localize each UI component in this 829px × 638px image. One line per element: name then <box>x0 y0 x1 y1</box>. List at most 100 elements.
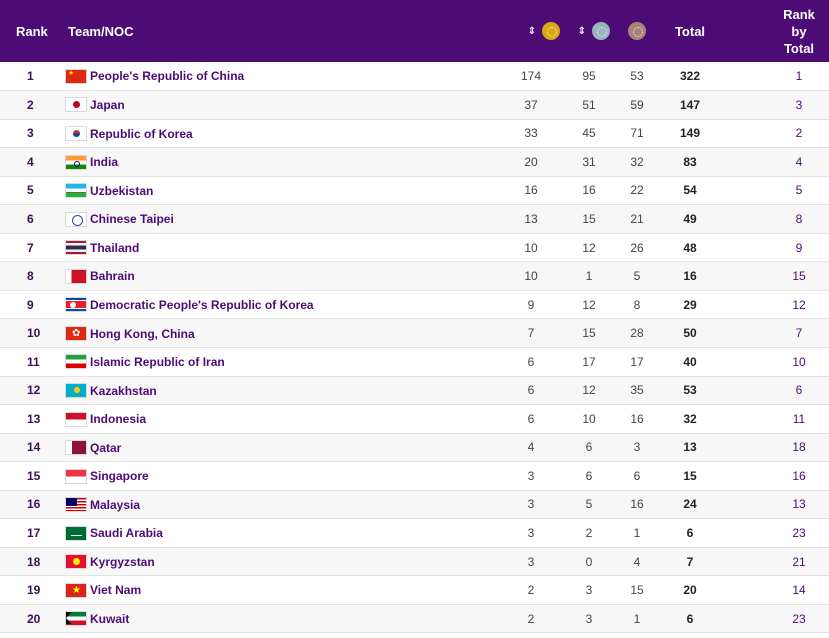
table-row[interactable]: 19 ★ Viet Nam 2 3 15 20 14 <box>0 576 829 605</box>
silver-count: 3 <box>585 611 593 626</box>
team-name-link[interactable]: Uzbekistan <box>90 183 154 198</box>
gold-count: 2 <box>527 611 535 626</box>
bronze-count: 5 <box>633 269 641 284</box>
gold-count: 20 <box>524 154 538 169</box>
team-name-link[interactable]: Indonesia <box>90 412 147 426</box>
silver-count: 5 <box>585 497 593 512</box>
gold-count: 7 <box>527 326 535 341</box>
silver-count: 12 <box>582 297 596 312</box>
team-cell: Kyrgyzstan <box>62 547 498 576</box>
team-name-link[interactable]: India <box>90 155 119 170</box>
bronze-count: 28 <box>630 326 644 341</box>
team-cell: ✿ Hong Kong, China <box>62 319 498 348</box>
team-name-link[interactable]: Kuwait <box>90 611 130 626</box>
table-row[interactable]: 1 ★ People's Republic of China 174 95 53 322 1 <box>0 62 829 91</box>
team-name-link[interactable]: Singapore <box>90 469 149 484</box>
team-name-link[interactable]: People's Republic of China <box>90 69 245 84</box>
team-header-label: Team/NOC <box>68 23 134 39</box>
taipei-flag-icon <box>65 211 90 227</box>
table-row[interactable]: 15 Singapore 3 6 6 15 16 <box>0 462 829 491</box>
rank-by-total-cell: 5 <box>795 183 803 198</box>
silver-count: 15 <box>582 212 596 226</box>
table-row[interactable]: 2 Japan 37 51 59 147 3 <box>0 90 829 120</box>
bronze-count: 59 <box>630 97 644 112</box>
saudi-flag-icon <box>65 525 90 541</box>
team-cell: Singapore <box>62 462 498 491</box>
team-name-link[interactable]: Viet Nam <box>90 583 142 598</box>
gold-count: 9 <box>527 297 535 312</box>
team-cell: Malaysia <box>62 490 498 519</box>
rank-cell: 7 <box>27 240 34 255</box>
team-cell: Democratic People's Republic of Korea <box>62 290 498 319</box>
bronze-count: 17 <box>630 354 644 369</box>
silver-header[interactable]: ⇕ <box>564 0 614 62</box>
table-row[interactable]: 10 ✿ Hong Kong, China 7 15 28 50 7 <box>0 318 829 348</box>
table-row[interactable]: 11 Islamic Republic of Iran 6 17 17 40 10 <box>0 347 829 377</box>
team-cell: Indonesia <box>62 405 498 434</box>
team-name-link[interactable]: Japan <box>90 97 125 112</box>
team-header[interactable]: Team/NOC <box>62 0 498 62</box>
table-row[interactable]: 4 India 20 31 32 83 4 <box>0 147 829 177</box>
total-count: 7 <box>686 554 694 569</box>
rank-by-total-cell: 8 <box>795 212 803 226</box>
rank-by-total-cell: 16 <box>792 468 806 483</box>
silver-count: 3 <box>585 583 593 598</box>
team-name-link[interactable]: Democratic People's Republic of Korea <box>90 297 314 312</box>
team-name-link[interactable]: Republic of Korea <box>90 126 193 141</box>
table-row[interactable]: 17 Saudi Arabia 3 2 1 6 23 <box>0 519 829 548</box>
team-name-link[interactable]: Malaysia <box>90 497 141 512</box>
team-name-link[interactable]: Qatar <box>90 440 122 455</box>
rank-cell: 2 <box>27 97 34 112</box>
team-name-link[interactable]: Bahrain <box>90 269 135 284</box>
table-row[interactable]: 13 Indonesia 6 10 16 32 11 <box>0 405 829 434</box>
silver-sort-icon[interactable]: ⇕ <box>577 26 586 38</box>
table-row[interactable]: 9 Democratic People's Republic of Korea 9 1… <box>0 290 829 319</box>
rank-cell: 15 <box>27 468 41 483</box>
bronze-header[interactable] <box>614 0 660 62</box>
silver-count: 12 <box>582 383 596 398</box>
table-row[interactable]: 7 Thailand 10 12 26 48 9 <box>0 233 829 262</box>
bronze-count: 16 <box>630 411 644 426</box>
rank-cell: 17 <box>27 526 41 541</box>
rank-by-total-cell: 18 <box>792 440 806 455</box>
vietnam-flag-icon: ★ <box>65 582 90 598</box>
total-count: 16 <box>683 269 697 284</box>
team-cell: India <box>62 148 498 177</box>
gold-count: 4 <box>527 440 535 455</box>
team-name-link[interactable]: Hong Kong, China <box>90 326 195 341</box>
rank-header[interactable]: Rank <box>16 23 48 39</box>
table-row[interactable]: 5 Uzbekistan 16 16 22 54 5 <box>0 176 829 205</box>
silver-count: 16 <box>582 183 596 198</box>
rank-by-total-header[interactable]: Rank by Total <box>783 6 815 56</box>
iran-flag-icon <box>65 354 90 370</box>
dprk-flag-icon <box>65 297 90 313</box>
team-name-link[interactable]: Chinese Taipei <box>90 212 174 227</box>
gold-header[interactable]: ⇕ <box>498 0 564 62</box>
bronze-count: 35 <box>630 383 644 398</box>
bronze-count: 3 <box>633 440 641 455</box>
qatar-flag-icon <box>65 440 90 456</box>
rank-cell: 4 <box>27 154 34 169</box>
table-row[interactable]: 18 Kyrgyzstan 3 0 4 7 21 <box>0 547 829 576</box>
total-count: 15 <box>683 468 697 483</box>
team-name-link[interactable]: Kazakhstan <box>90 383 157 398</box>
table-row[interactable]: 14 Qatar 4 6 3 13 18 <box>0 433 829 462</box>
rank-by-total-cell: 13 <box>792 497 806 512</box>
total-count: 147 <box>679 97 701 112</box>
table-row[interactable]: 16 Malaysia 3 5 16 24 13 <box>0 490 829 519</box>
team-name-link[interactable]: Thailand <box>90 240 140 255</box>
team-name-link[interactable]: Islamic Republic of Iran <box>90 354 225 369</box>
table-row[interactable]: 8 Bahrain 10 1 5 16 15 <box>0 261 829 291</box>
table-row[interactable]: 20 Kuwait 2 3 1 6 23 <box>0 604 829 633</box>
table-row[interactable]: 3 Republic of Korea 33 45 71 149 2 <box>0 119 829 148</box>
table-row[interactable]: 12 Kazakhstan 6 12 35 53 6 <box>0 376 829 405</box>
team-name-link[interactable]: Kyrgyzstan <box>90 554 155 569</box>
rank-by-total-cell: 10 <box>792 354 806 369</box>
gold-sort-icon[interactable]: ⇕ <box>527 26 536 38</box>
silver-medal-icon <box>592 22 610 40</box>
team-name-link[interactable]: Saudi Arabia <box>90 526 163 541</box>
malaysia-flag-icon <box>65 497 90 513</box>
total-header[interactable]: Total <box>674 23 706 39</box>
team-cell: Chinese Taipei <box>62 205 498 234</box>
table-row[interactable]: 6 Chinese Taipei 13 15 21 49 8 <box>0 204 829 234</box>
